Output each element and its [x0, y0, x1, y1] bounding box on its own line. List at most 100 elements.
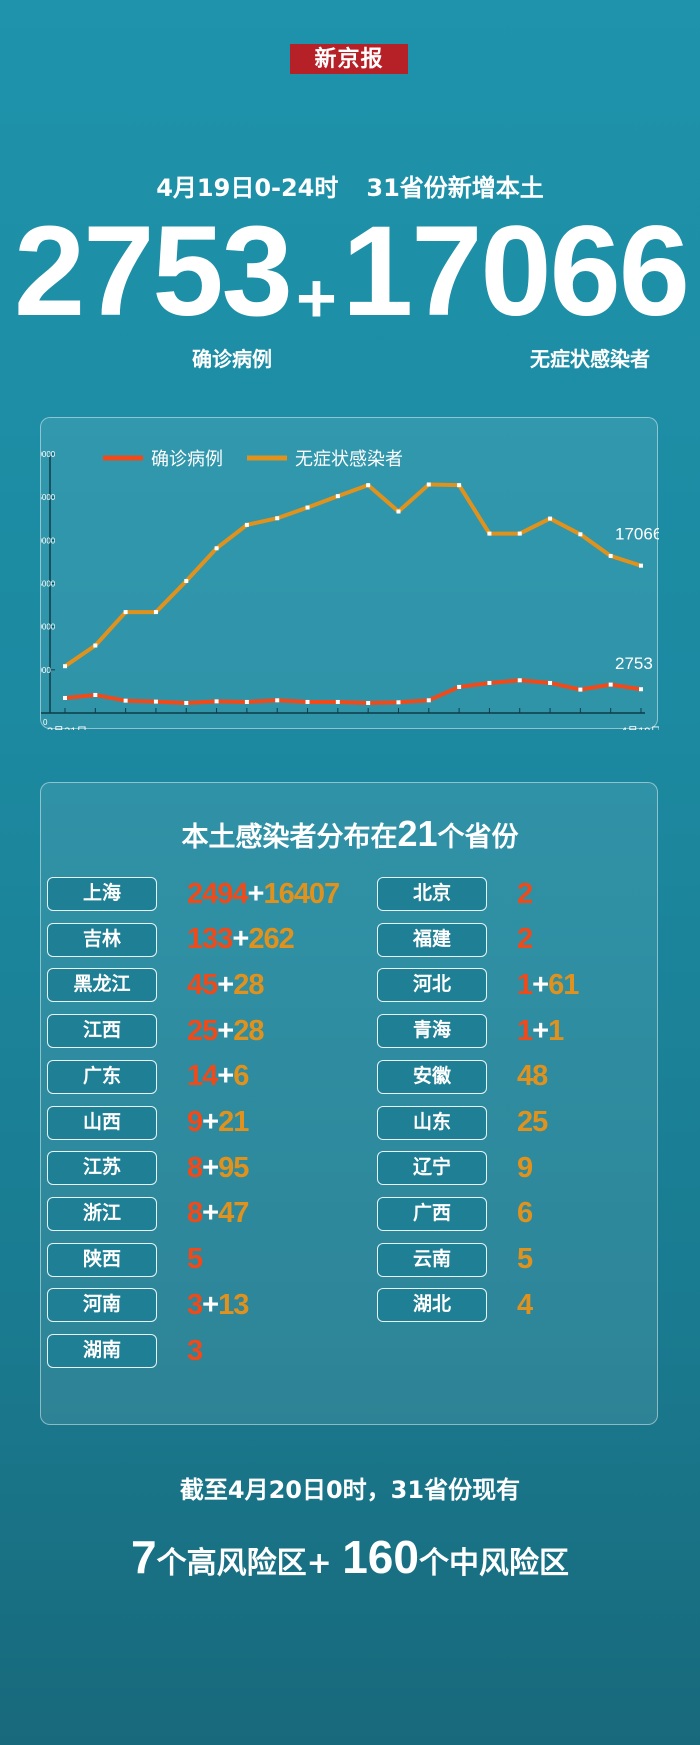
data-point: [63, 695, 67, 700]
data-point: [366, 483, 371, 488]
confirmed-count: 5: [187, 1243, 203, 1276]
data-point: [244, 699, 249, 704]
province-row: 辽宁 9: [377, 1151, 533, 1186]
data-point: [578, 687, 583, 692]
data-point: [426, 698, 431, 703]
series-line-1: [63, 482, 642, 668]
province-row: 广西 6: [377, 1196, 533, 1231]
asymptomatic-count: 262: [248, 923, 294, 956]
confirmed-count: 2494: [187, 877, 249, 910]
y-tick-label: 25000: [41, 493, 56, 502]
province-name: 陕西: [47, 1242, 157, 1277]
subtitle-time: 4月19日0-24时: [156, 174, 339, 202]
province-values: 9: [517, 1152, 533, 1185]
confirmed-label: 确诊病例: [192, 347, 272, 371]
plus-sign: +: [202, 1288, 219, 1321]
data-point: [123, 698, 128, 703]
province-row: 云南 5: [377, 1242, 533, 1277]
asymptomatic-label: 无症状感染者: [530, 347, 650, 371]
province-values: 25: [517, 1106, 548, 1139]
province-row: 湖南 3: [47, 1334, 203, 1368]
confirmed-count: 2: [517, 877, 533, 910]
y-tick-label: 20000: [41, 536, 56, 545]
asymptomatic-count: 6: [517, 1197, 533, 1230]
data-point: [93, 643, 98, 648]
asymptomatic-count: 28: [233, 968, 264, 1001]
province-row: 青海 1+1: [377, 1014, 564, 1049]
y-tick-label: 0: [43, 718, 48, 727]
province-name: 云南: [377, 1242, 487, 1277]
confirmed-count: 3: [187, 1288, 203, 1321]
confirmed-count: 8: [187, 1151, 203, 1184]
high-risk-text: 个高风险区+: [156, 1546, 332, 1581]
confirmed-count: 1: [517, 968, 533, 1001]
province-values: 3: [187, 1335, 203, 1368]
province-name: 广东: [47, 1059, 157, 1094]
plus-sign: +: [217, 1014, 234, 1047]
data-point: [457, 483, 462, 488]
mid-risk-text: 个中风险区: [418, 1546, 569, 1581]
province-name: 河南: [47, 1288, 157, 1323]
province-values: 4: [517, 1289, 533, 1322]
plus-sign: +: [532, 1014, 549, 1047]
data-point: [639, 563, 643, 568]
y-tick-label: 10000: [41, 623, 56, 632]
data-point: [123, 610, 128, 615]
province-values: 14+6: [187, 1060, 249, 1093]
data-point: [93, 692, 98, 697]
data-point: [214, 699, 219, 704]
asymptomatic-count: 13: [218, 1288, 249, 1321]
asymptomatic-total: 17066: [342, 200, 690, 343]
province-name: 北京: [377, 877, 487, 911]
province-values: 45+28: [187, 968, 264, 1002]
province-count: 21: [397, 813, 438, 854]
province-table-panel: 本土感染者分布在21个省份 上海 2494+16407 吉林 133+262 黑龙江 45…: [40, 782, 658, 1425]
data-point: [608, 682, 613, 687]
province-row: 黑龙江 45+28: [47, 968, 264, 1003]
data-point: [305, 699, 310, 704]
data-point: [517, 678, 522, 683]
confirmed-count: 45: [187, 968, 218, 1001]
province-values: 5: [517, 1243, 533, 1276]
province-row: 山西 9+21: [47, 1105, 249, 1140]
data-point: [548, 680, 553, 685]
province-name: 湖南: [47, 1334, 157, 1368]
data-point: [184, 578, 189, 583]
asymptomatic-count: 16407: [263, 877, 340, 910]
footer-line2: 7个高风险区+ 160个中风险区: [0, 1530, 700, 1584]
data-point: [275, 516, 280, 521]
asymptomatic-count: 28: [233, 1014, 264, 1047]
plus-sign: +: [532, 968, 549, 1001]
confirmed-count: 133: [187, 923, 233, 956]
plus-sign: +: [217, 1060, 234, 1093]
series-line-0: [64, 678, 642, 705]
province-name: 山东: [377, 1105, 487, 1140]
x-label-start: 3月31日: [47, 726, 87, 730]
province-name: 广西: [377, 1196, 487, 1231]
high-risk-count: 7: [131, 1531, 157, 1583]
xinjingbao-logo: 新京报: [290, 44, 408, 74]
data-point: [335, 699, 340, 704]
asymptomatic-count: 1: [548, 1014, 564, 1047]
data-point: [517, 531, 522, 536]
table-title: 本土感染者分布在21个省份: [41, 813, 659, 855]
province-values: 9+21: [187, 1106, 249, 1139]
province-row: 吉林 133+262: [47, 922, 295, 957]
province-name: 青海: [377, 1014, 487, 1049]
footer-line1: 截至4月20日0时，31省份现有: [179, 1476, 521, 1504]
data-point: [487, 680, 492, 685]
subtitle: 4月19日0-24时 31省份新增本土: [0, 168, 700, 203]
province-row: 广东 14+6: [47, 1059, 249, 1094]
data-point: [366, 700, 371, 705]
confirmed-total: 2753: [14, 200, 293, 343]
data-point: [548, 516, 553, 521]
province-row: 安徽 48: [377, 1059, 548, 1094]
province-values: 48: [517, 1060, 548, 1093]
line-chart: 0 5000 10000 15000 20000 25000 30000 3月31日 4月19日…: [33, 449, 662, 738]
plus-sign: +: [202, 1197, 219, 1230]
data-point: [487, 531, 492, 536]
data-point: [457, 684, 462, 689]
province-values: 8+95: [187, 1151, 249, 1185]
province-values: 2: [517, 877, 533, 911]
y-tick-label: 15000: [41, 580, 56, 589]
